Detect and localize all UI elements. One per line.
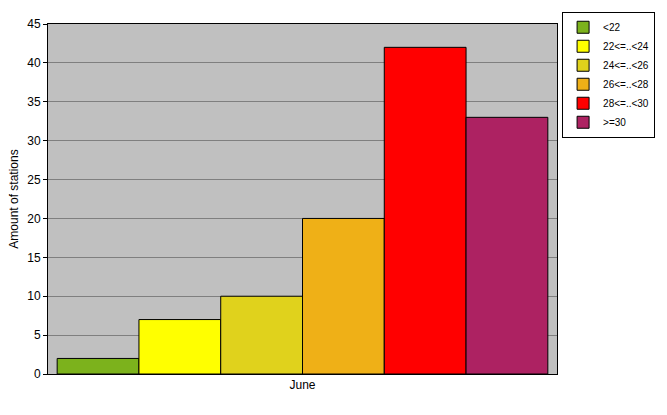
svg-text:45: 45 bbox=[27, 17, 41, 31]
svg-text:0: 0 bbox=[34, 367, 41, 381]
svg-text:<22: <22 bbox=[603, 22, 620, 33]
svg-text:35: 35 bbox=[27, 95, 41, 109]
svg-text:22<=..<24: 22<=..<24 bbox=[603, 41, 649, 52]
svg-text:June: June bbox=[289, 378, 315, 392]
svg-text:30: 30 bbox=[27, 134, 41, 148]
svg-text:40: 40 bbox=[27, 56, 41, 70]
svg-text:>=30: >=30 bbox=[603, 117, 626, 128]
svg-text:28<=..<30: 28<=..<30 bbox=[603, 98, 649, 109]
svg-text:5: 5 bbox=[34, 328, 41, 342]
svg-text:15: 15 bbox=[27, 251, 41, 265]
svg-text:26<=..<28: 26<=..<28 bbox=[603, 79, 649, 90]
svg-text:Amount of stations: Amount of stations bbox=[7, 149, 21, 248]
svg-text:20: 20 bbox=[27, 212, 41, 226]
svg-text:25: 25 bbox=[27, 173, 41, 187]
svg-text:24<=..<26: 24<=..<26 bbox=[603, 60, 649, 71]
svg-text:10: 10 bbox=[27, 289, 41, 303]
